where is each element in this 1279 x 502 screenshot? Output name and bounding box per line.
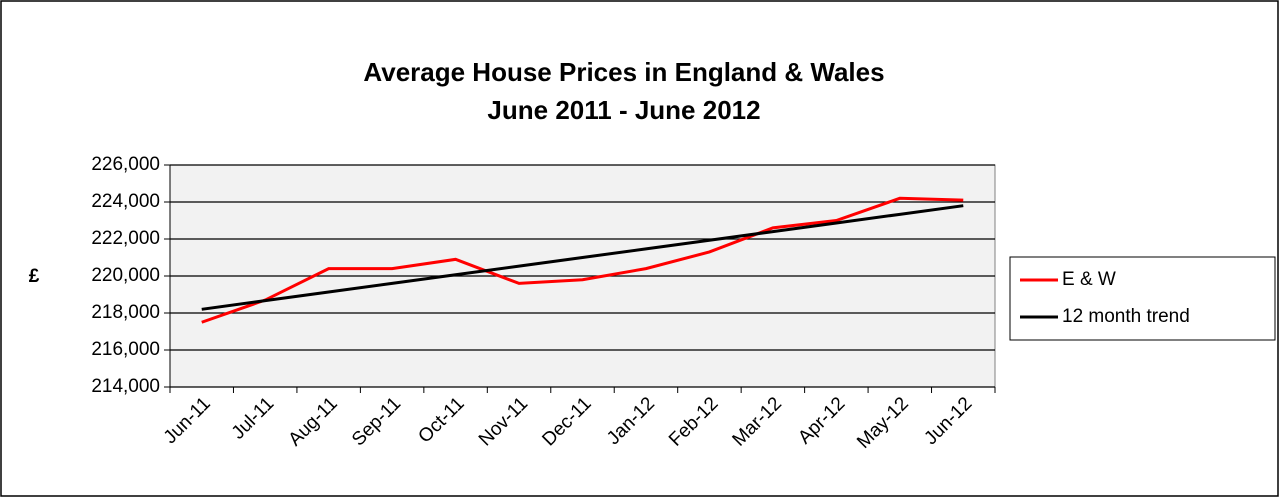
y-tick-label: 214,000	[91, 376, 160, 397]
series-line	[201, 196, 964, 324]
legend-label: E & W	[1062, 269, 1116, 290]
chart-subtitle: June 2011 - June 2012	[487, 95, 760, 125]
legend-label: 12 month trend	[1062, 306, 1190, 327]
legend	[1009, 256, 1276, 341]
y-tick-label: 218,000	[91, 302, 160, 323]
y-tick-label: 222,000	[91, 228, 160, 249]
y-tick-label: 220,000	[91, 265, 160, 286]
y-axis-label: £	[29, 266, 40, 287]
y-tick-label: 224,000	[91, 191, 160, 212]
y-tick-label: 216,000	[91, 339, 160, 360]
series-line	[201, 204, 964, 311]
chart-title: Average House Prices in England & Wales	[363, 57, 884, 87]
y-tick-label: 226,000	[91, 154, 160, 175]
